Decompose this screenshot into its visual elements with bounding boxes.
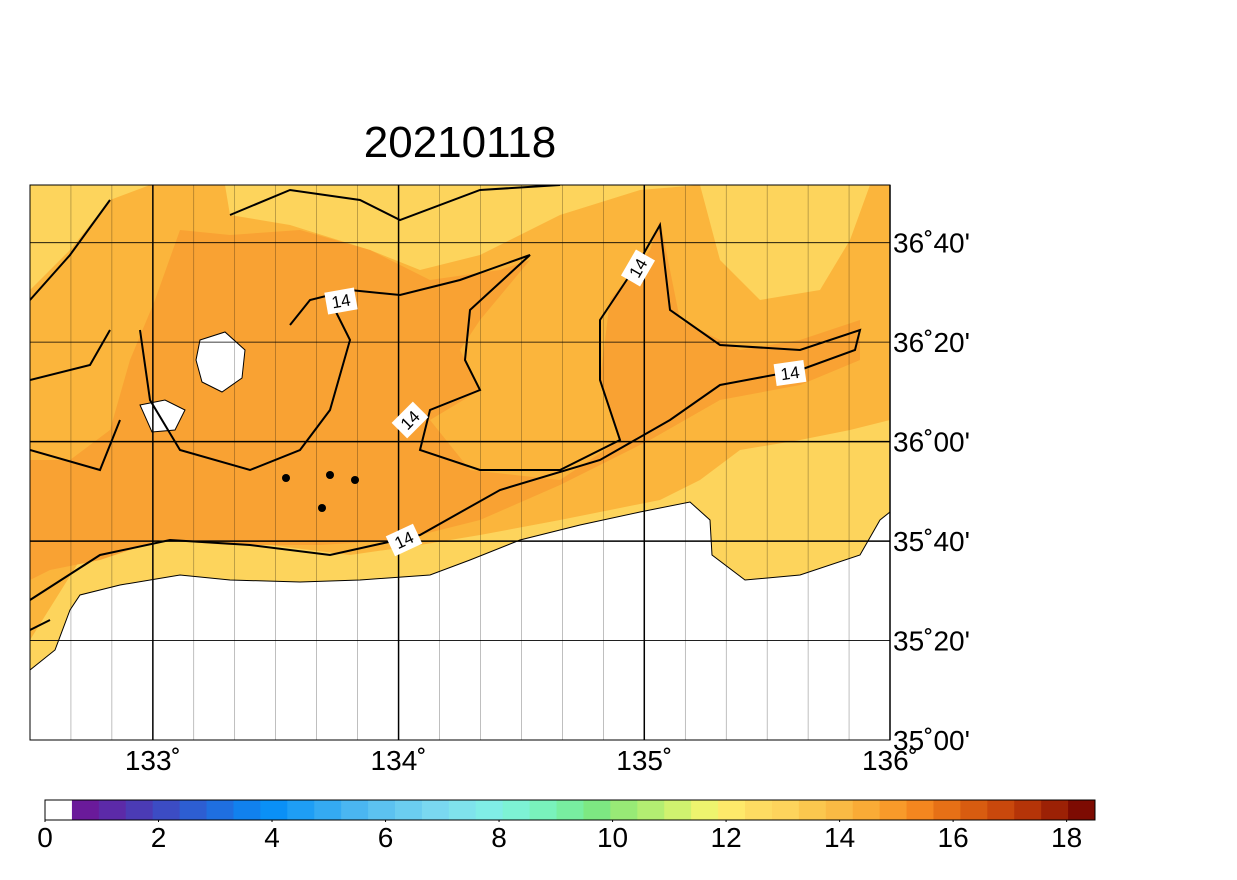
y-tick-label: 36˚00' bbox=[893, 427, 970, 458]
colorbar-tick-label: 12 bbox=[711, 822, 742, 853]
station bbox=[318, 504, 326, 512]
colorbar-box bbox=[771, 800, 800, 820]
colorbar-box bbox=[125, 800, 154, 820]
colorbar-box bbox=[314, 800, 342, 820]
contour-label: 14 bbox=[779, 363, 800, 384]
island bbox=[195, 331, 246, 393]
colorbar-box bbox=[502, 800, 531, 820]
colorbar-tick-label: 4 bbox=[264, 822, 280, 853]
colorbar-box bbox=[610, 800, 638, 820]
map-field bbox=[30, 185, 890, 740]
colorbar-box bbox=[206, 800, 234, 820]
colorbar-box bbox=[368, 800, 396, 820]
colorbar-box bbox=[421, 800, 450, 820]
colorbar-box bbox=[691, 800, 719, 820]
colorbar-box bbox=[395, 800, 423, 820]
colorbar-tick-label: 14 bbox=[824, 822, 855, 853]
colorbar-box bbox=[664, 800, 692, 820]
land bbox=[30, 501, 890, 740]
colorbar-box bbox=[287, 800, 315, 820]
map-title: 20210118 bbox=[364, 118, 557, 167]
station bbox=[351, 476, 359, 484]
colorbar-box bbox=[933, 800, 961, 820]
colorbar-box bbox=[906, 800, 934, 820]
x-tick-label: 135˚ bbox=[616, 745, 672, 776]
colorbar-box bbox=[1041, 800, 1069, 820]
colorbar-box bbox=[718, 800, 746, 820]
colorbar-box bbox=[1068, 800, 1096, 820]
colorbar-frame bbox=[44, 799, 1096, 821]
colorbar-box bbox=[852, 800, 881, 820]
colorbar-box bbox=[637, 800, 665, 820]
colorbar-tick-label: 8 bbox=[491, 822, 507, 853]
colorbar-box bbox=[71, 800, 100, 820]
y-tick-label: 35˚00' bbox=[893, 725, 970, 756]
map-frame bbox=[29, 184, 891, 741]
colorbar-box bbox=[98, 800, 127, 820]
sea-band bbox=[30, 220, 860, 580]
colorbar-tick-label: 10 bbox=[597, 822, 628, 853]
colorbar-box bbox=[960, 800, 988, 820]
station bbox=[326, 471, 334, 479]
colorbar-box bbox=[233, 800, 261, 820]
colorbar-tick-label: 18 bbox=[1051, 822, 1082, 853]
station bbox=[282, 474, 290, 482]
colorbar-box bbox=[475, 800, 504, 820]
stations bbox=[282, 471, 359, 512]
colorbar-box bbox=[152, 800, 181, 820]
colorbar-tick-label: 0 bbox=[37, 822, 53, 853]
colorbar-box bbox=[583, 800, 611, 820]
colorbar-box bbox=[260, 800, 288, 820]
colorbar-box bbox=[1014, 800, 1042, 820]
colorbar-box bbox=[745, 800, 773, 820]
colorbar-box bbox=[179, 800, 208, 820]
colorbar-box bbox=[45, 800, 73, 820]
colorbar-tick-label: 6 bbox=[378, 822, 394, 853]
colorbar-box bbox=[341, 800, 369, 820]
colorbar-tick-label: 16 bbox=[938, 822, 969, 853]
x-tick-label: 134˚ bbox=[371, 745, 427, 776]
colorbar-tick-label: 2 bbox=[151, 822, 167, 853]
colorbar-box bbox=[448, 800, 477, 820]
x-tick-label: 133˚ bbox=[125, 745, 181, 776]
colorbar-box bbox=[529, 800, 558, 820]
x-tick-label: 136˚ bbox=[862, 745, 918, 776]
y-tick-label: 35˚40' bbox=[893, 526, 970, 557]
colorbar-box bbox=[798, 800, 827, 820]
colorbar-box bbox=[879, 800, 908, 820]
contour-label: 14 bbox=[330, 290, 352, 312]
island bbox=[139, 399, 186, 433]
colorbar-box bbox=[825, 800, 854, 820]
y-tick-label: 36˚40' bbox=[893, 228, 970, 259]
y-tick-label: 36˚20' bbox=[893, 327, 970, 358]
colorbar-box bbox=[556, 800, 584, 820]
colorbar-box bbox=[987, 800, 1015, 820]
y-tick-label: 35˚20' bbox=[893, 626, 970, 657]
